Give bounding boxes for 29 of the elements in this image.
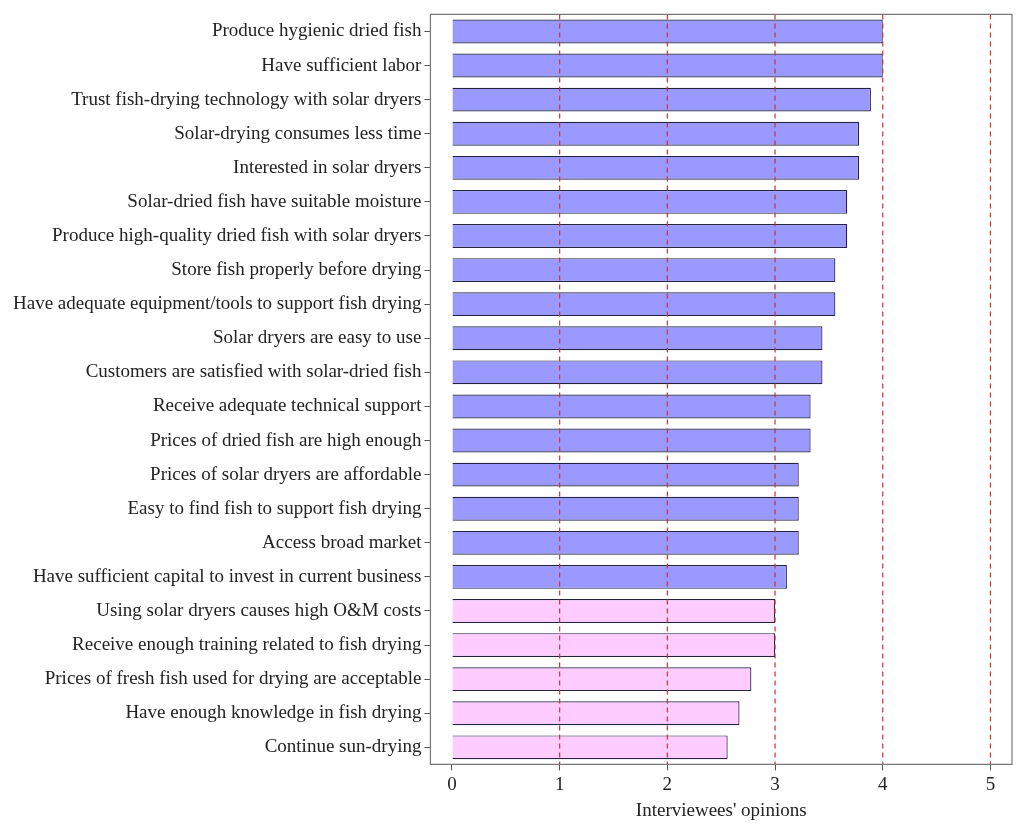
y-tick-label: Solar dryers are easy to use <box>213 326 422 348</box>
x-tick-label: 0 <box>447 772 457 794</box>
x-tick-label: 1 <box>554 772 565 794</box>
x-tick-label: 5 <box>985 772 996 794</box>
y-tick-label: Produce hygienic dried fish <box>211 19 422 41</box>
y-tick-label: Receive enough training related to fish drying <box>72 633 422 655</box>
y-tick-label: Prices of dried fish are high enough <box>150 428 422 450</box>
y-tick-label: Have sufficient capital to invest in current business <box>32 564 422 586</box>
y-tick-label: Interested in solar dryers <box>233 155 422 177</box>
y-tick-label: Prices of fresh fish used for drying are acceptable <box>44 667 422 689</box>
x-axis-title: Interviewees' opinions <box>635 798 807 820</box>
y-tick-label: Trust fish-drying technology with solar dryers <box>71 87 422 109</box>
y-tick-label: Have sufficient labor <box>261 53 423 75</box>
y-tick-label: Solar-drying consumes less time <box>174 121 422 143</box>
y-tick-label: Customers are satisfied with solar-dried fish <box>85 360 422 382</box>
y-tick-label: Have adequate equipment/tools to support fish drying <box>12 292 422 314</box>
x-tick-label: 3 <box>770 772 780 794</box>
y-tick-label: Access broad market <box>262 530 423 552</box>
x-tick-label: 2 <box>662 772 673 794</box>
y-tick-label: Continue sun-drying <box>264 735 422 757</box>
y-tick-label: Store fish properly before drying <box>171 258 422 280</box>
y-tick-label: Using solar dryers causes high O&M costs <box>96 598 422 620</box>
y-tick-label: Solar-dried fish have suitable moisture <box>127 189 422 211</box>
y-tick-label: Receive adequate technical support <box>152 394 423 416</box>
y-tick-label: Prices of solar dryers are affordable <box>150 462 422 484</box>
y-tick-label: Produce high-quality dried fish with solar dryers <box>52 223 422 245</box>
y-tick-label: Easy to find fish to support fish drying <box>127 496 422 518</box>
x-tick-label: 4 <box>878 772 889 794</box>
y-tick-label: Have enough knowledge in fish drying <box>125 701 422 723</box>
